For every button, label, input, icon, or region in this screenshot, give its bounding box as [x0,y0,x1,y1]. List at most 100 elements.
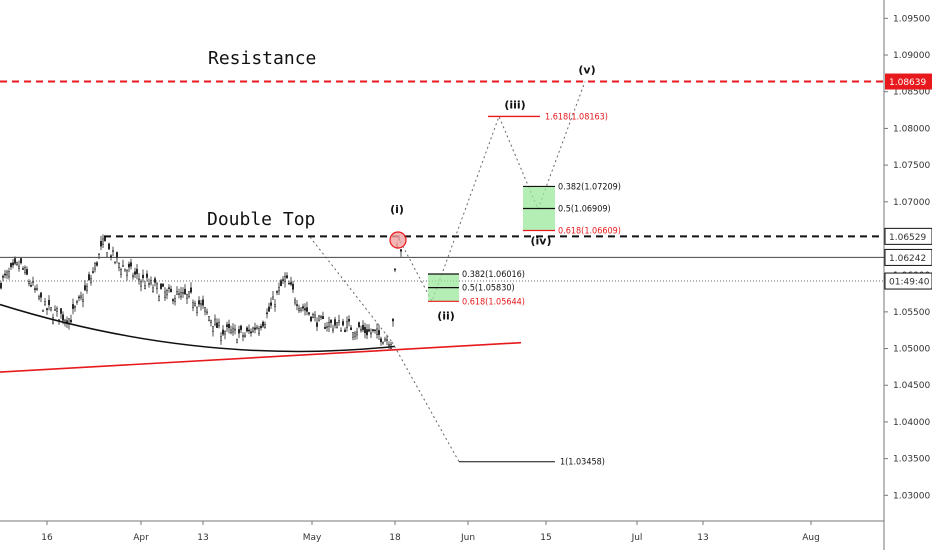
candle-body [388,344,390,346]
candle-body [328,321,330,327]
double-top-price-label: 1.06529 [884,227,932,245]
candle-body [148,283,150,285]
candle-body [100,241,102,247]
candle-body [336,322,338,328]
candle-body [168,287,170,289]
resistance-price-label: 1.08639 [885,73,932,90]
candle-body [318,315,320,322]
fib-zone-wave-ii[interactable]: 0.382(1.06016) 0.5(1.05830) 0.618(1.05644) [428,270,525,307]
candle-body [236,339,238,344]
x-tick-label: 18 [389,533,401,543]
candle-body [42,310,44,312]
x-tick-label: Apr [133,533,149,543]
candle-body [332,328,334,332]
candle-body [266,312,268,315]
fib-target-down[interactable]: 1(1.03458) [459,458,605,468]
candle-body [306,307,308,312]
candle-body [50,307,52,311]
candle-body [302,306,304,309]
candle-body [242,335,244,338]
breakdown-projection-path [391,341,460,462]
candle-body [164,291,166,298]
candle-body [246,327,248,332]
candle-body [310,316,312,322]
last-price-label: 1.06242 [884,248,932,266]
candle-body [190,287,192,293]
rounding-bottom-curve[interactable] [0,303,396,353]
candle-body [320,316,322,318]
candle-body [314,314,316,318]
candle-body [8,271,10,278]
peak-marker[interactable] [389,231,407,249]
svg-text:1.08639: 1.08639 [889,78,926,88]
candle-body [254,327,256,330]
fib-zone-wave-iv[interactable]: 0.382(1.07209) 0.5(1.06909) 0.618(1.06609) [523,182,621,236]
candle-body [120,269,122,275]
candle-body [392,318,394,322]
y-tick-label: 1.07000 [893,198,930,208]
candle-body [6,271,8,276]
support-trendline[interactable] [0,341,522,373]
candle-body [174,298,176,303]
candle-body [130,262,132,267]
wave-projection-path [397,81,586,303]
x-axis[interactable]: 16 Apr 13 May 18 Jun 15 Jul 13 Aug [41,521,820,543]
candle-body [172,299,174,302]
candle-body [228,323,230,329]
candle-body [280,280,282,287]
candle-body [26,269,28,275]
candle-body [222,329,224,335]
candle-body [248,329,250,332]
svg-text:01:49:40: 01:49:40 [889,278,930,288]
fib-level-label: 0.382(1.06016) [462,270,525,280]
candle-body [290,282,292,285]
candle-body [36,288,38,290]
candle-body [338,320,340,323]
candle-body [128,263,130,268]
candle-body [152,287,154,292]
candle-body [348,319,350,322]
candle-body [34,288,36,290]
wave-label: (v) [578,64,595,77]
candle-body [24,267,26,274]
x-tick-label: Jun [460,533,475,543]
candle-body [334,319,336,326]
candle-body [256,326,258,330]
candle-body [56,308,58,312]
resistance-annotation: Resistance [208,48,316,69]
y-tick-label: 1.09000 [893,51,930,61]
candle-body [264,323,266,328]
candle-body [286,275,288,278]
y-tick-label: 1.03500 [893,455,930,465]
candle-body [244,334,246,337]
candle-body [48,300,50,306]
candle-body [78,296,80,299]
candle-body [224,331,226,335]
wave-label: (i) [390,203,404,216]
candle-body [272,296,274,300]
candle-body [166,290,168,296]
candle-body [44,301,46,306]
fib-extension-wave-iii[interactable]: 1.618(1.08163) [488,112,608,122]
candle-body [132,275,134,278]
candle-body [62,314,64,321]
candle-body [386,339,388,341]
candle-body [146,273,148,278]
candle-body [384,338,386,342]
candle-body [238,329,240,334]
candle-body [122,265,124,267]
x-tick-label: 16 [41,533,53,543]
candle-body [204,307,206,312]
x-tick-label: Jul [631,533,643,543]
candle-body [294,299,296,304]
fib-level-label: 1.618(1.08163) [545,112,608,122]
candle-body [350,327,352,331]
candle-body [296,304,298,306]
y-tick-label: 1.08000 [893,124,930,134]
candle-body [206,311,208,314]
candle-body [178,293,180,295]
candle-body [284,276,286,283]
candle-body [394,268,396,271]
candle-body [134,271,136,275]
